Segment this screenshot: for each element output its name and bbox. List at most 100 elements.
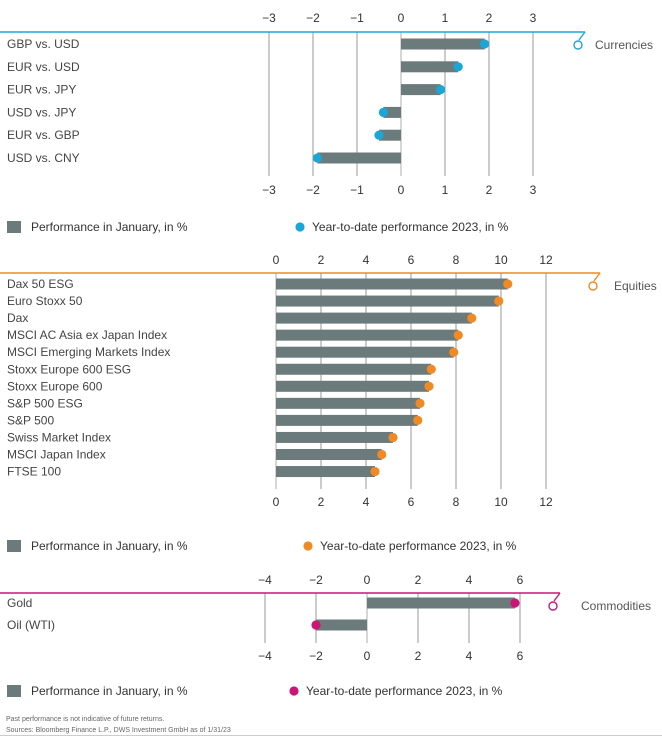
currencies-top-tick-label: 1 <box>442 11 449 25</box>
currencies-ytd-dot <box>374 130 384 140</box>
currencies-header-marker <box>573 40 583 50</box>
commodities-bottom-tick-label: −4 <box>258 649 272 663</box>
currencies-header-connector <box>578 31 586 41</box>
equities-top-tick-label: 2 <box>318 253 325 267</box>
commodities-category-label: Gold <box>7 596 32 610</box>
equities-ytd-dot <box>453 330 463 340</box>
equities-bar <box>276 431 393 443</box>
commodities-bar <box>367 597 515 609</box>
equities-bar <box>276 346 454 358</box>
currencies-ytd-dot <box>453 62 463 72</box>
equities-legend-label-january: Performance in January, in % <box>31 539 188 553</box>
currencies-bottom-tick-label: −2 <box>306 183 320 197</box>
equities-ytd-dot <box>388 432 398 443</box>
footnote-sources: Sources: Bloomberg Finance L.P., DWS Inv… <box>6 727 231 734</box>
currencies-legend-swatch-bar <box>7 221 21 233</box>
currencies-category-label: EUR vs. GBP <box>7 128 80 142</box>
currencies-ytd-dot <box>480 39 490 49</box>
currencies-bar <box>401 61 459 73</box>
equities-ytd-dot <box>377 449 387 460</box>
commodities-header-connector <box>553 592 561 602</box>
currencies-legend-label-ytd: Year-to-date performance 2023, in % <box>312 220 509 234</box>
currencies-top-tick-label: −2 <box>306 11 320 25</box>
commodities-legend-label-january: Performance in January, in % <box>31 684 188 698</box>
equities-bar <box>276 380 429 392</box>
currencies-top-tick-label: −1 <box>350 11 364 25</box>
currencies-legend-swatch-dot <box>295 222 305 232</box>
currencies-category-label: GBP vs. USD <box>7 37 80 51</box>
commodities-bottom-tick-label: 0 <box>364 649 371 663</box>
equities-top-tick-label: 0 <box>273 253 280 267</box>
currencies-bar <box>401 84 441 96</box>
commodities-top-tick-label: −4 <box>258 573 272 587</box>
currencies-top-tick-label: 3 <box>530 11 537 25</box>
equities-bottom-tick-label: 4 <box>363 495 370 509</box>
equities-bar <box>276 295 499 307</box>
equities-bar <box>276 329 459 341</box>
equities-ytd-dot <box>415 398 425 408</box>
equities-bar <box>276 397 420 409</box>
commodities-legend-swatch-bar <box>7 685 21 697</box>
equities-bar <box>276 414 418 426</box>
equities-category-label: FTSE 100 <box>7 465 61 479</box>
equities-ytd-dot <box>424 381 434 391</box>
currencies-top-tick-label: 0 <box>398 11 405 25</box>
currencies-bottom-tick-label: −1 <box>350 183 364 197</box>
commodities-bottom-tick-label: 4 <box>466 649 473 663</box>
equities-ytd-dot <box>426 364 436 374</box>
equities-ytd-dot <box>503 279 513 289</box>
currencies-bar <box>401 38 485 50</box>
currencies-category-label: USD vs. CNY <box>7 151 80 165</box>
currencies-ytd-dot <box>436 85 446 95</box>
currencies-bottom-tick-label: 1 <box>442 183 449 197</box>
currencies-bottom-tick-label: 3 <box>530 183 537 197</box>
commodities-top-tick-label: 2 <box>415 573 422 587</box>
equities-header-marker <box>588 281 598 291</box>
equities-ytd-dot <box>413 415 423 425</box>
equities-top-tick-label: 6 <box>408 253 415 267</box>
commodities-top-tick-label: 0 <box>364 573 371 587</box>
equities-top-tick-label: 10 <box>494 253 508 267</box>
equities-top-tick-label: 8 <box>453 253 460 267</box>
equities-category-label: S&P 500 ESG <box>7 396 83 410</box>
commodities-ytd-dot <box>510 598 520 608</box>
currencies-ytd-dot <box>378 107 388 117</box>
equities-category-label: S&P 500 <box>7 413 54 427</box>
commodities-top-tick-label: 6 <box>517 573 524 587</box>
currencies-top-tick-label: −3 <box>262 11 276 25</box>
equities-category-label: MSCI AC Asia ex Japan Index <box>7 328 167 342</box>
commodities-ytd-dot <box>311 620 321 630</box>
currencies-legend-label-january: Performance in January, in % <box>31 220 188 234</box>
equities-section-label: Equities <box>614 279 657 293</box>
equities-legend-swatch-bar <box>7 540 21 552</box>
equities-category-label: Dax <box>7 311 28 325</box>
equities-bar <box>276 363 432 375</box>
currencies-section-label: Currencies <box>595 38 653 52</box>
equities-ytd-dot <box>494 296 504 306</box>
commodities-header-marker <box>548 601 558 611</box>
equities-ytd-dot <box>467 313 477 323</box>
equities-bottom-tick-label: 6 <box>408 495 415 509</box>
currencies-bar <box>379 129 401 141</box>
footnote-disclaimer: Past performance is not indicative of fu… <box>6 716 165 723</box>
equities-bottom-tick-label: 10 <box>494 495 508 509</box>
equities-bar <box>276 278 508 290</box>
equities-bottom-tick-label: 0 <box>273 495 280 509</box>
commodities-bottom-tick-label: −2 <box>309 649 323 663</box>
equities-top-tick-label: 4 <box>363 253 370 267</box>
commodities-legend-label-ytd: Year-to-date performance 2023, in % <box>306 684 503 698</box>
commodities-legend-swatch-dot <box>289 686 299 696</box>
equities-legend-label-ytd: Year-to-date performance 2023, in % <box>320 539 517 553</box>
currencies-bottom-tick-label: −3 <box>262 183 276 197</box>
commodities-top-tick-label: −2 <box>309 573 323 587</box>
equities-category-label: Dax 50 ESG <box>7 277 74 291</box>
equities-category-label: MSCI Emerging Markets Index <box>7 345 170 359</box>
equities-category-label: Euro Stoxx 50 <box>7 294 83 308</box>
equities-category-label: Stoxx Europe 600 <box>7 379 103 393</box>
equities-category-label: Stoxx Europe 600 ESG <box>7 362 131 376</box>
equities-header-connector <box>593 272 601 282</box>
currencies-bar <box>317 152 401 164</box>
commodities-bar <box>316 619 367 631</box>
equities-bar <box>276 312 472 324</box>
